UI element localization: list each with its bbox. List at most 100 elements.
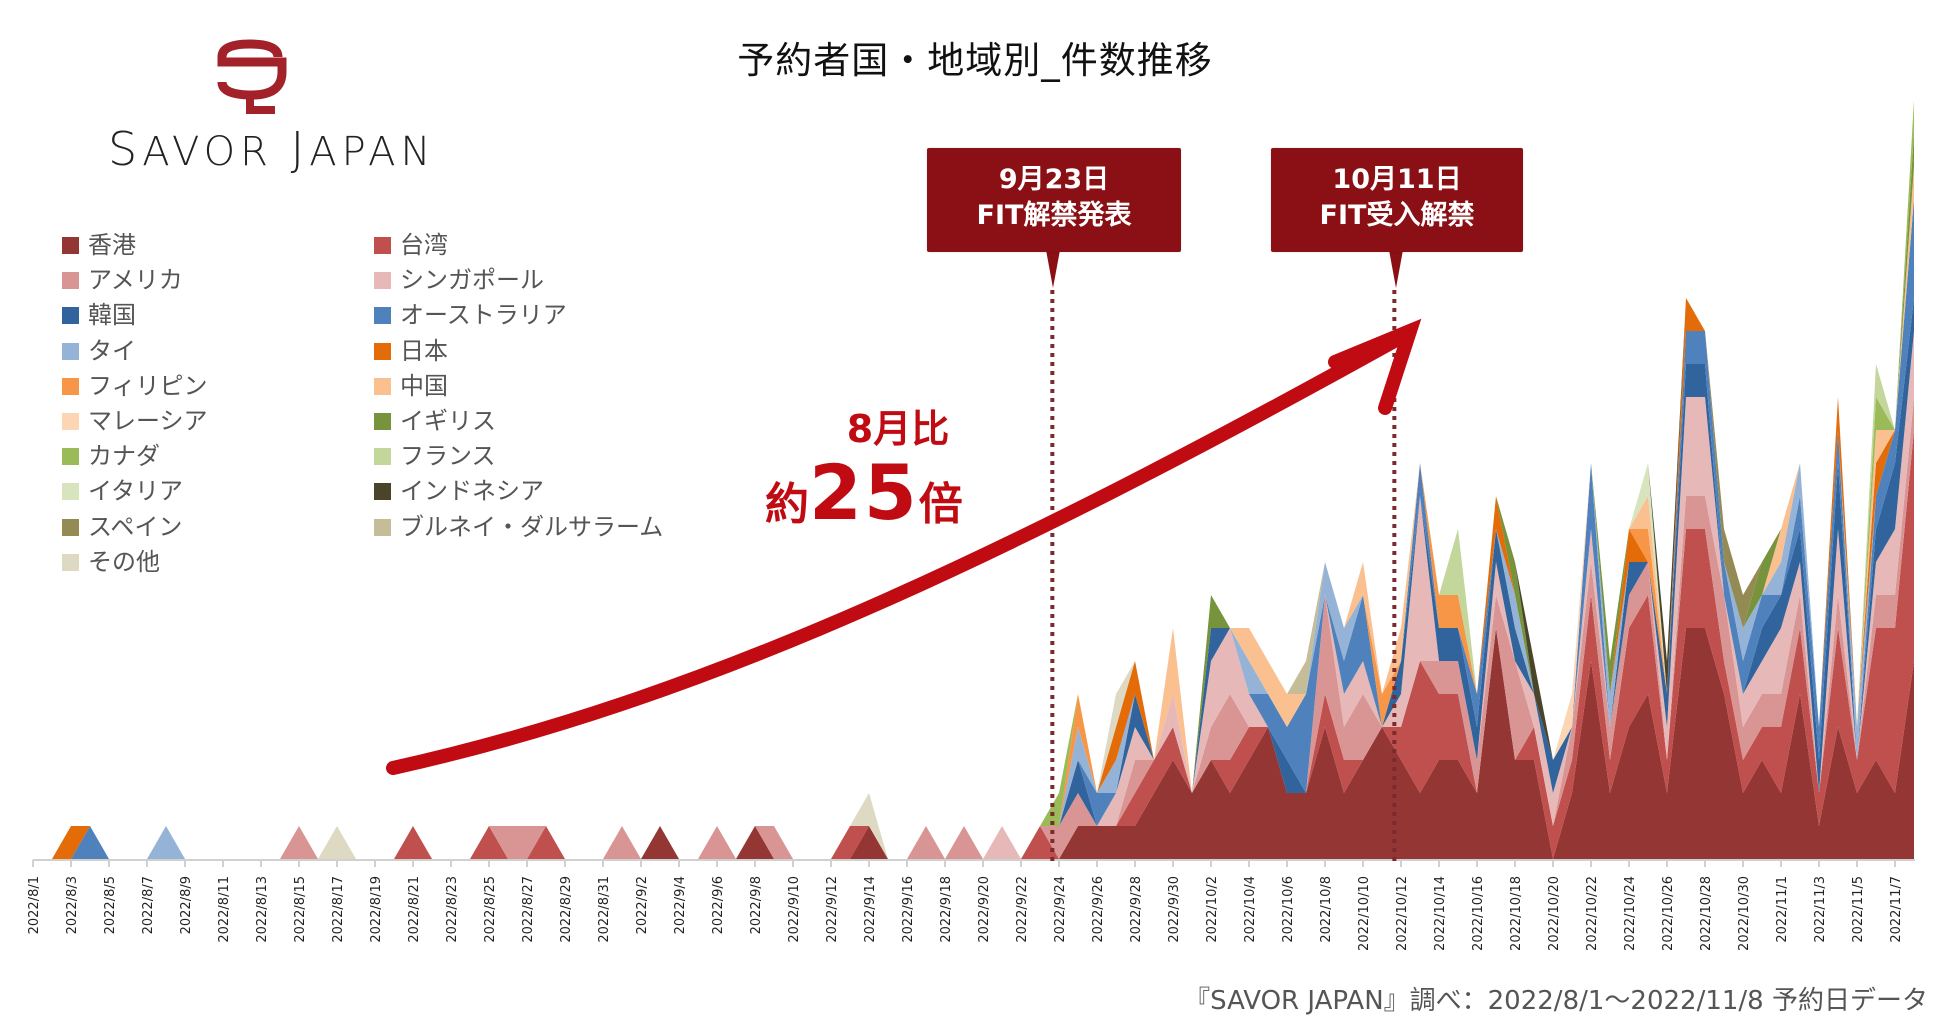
x-tick-label: 2022/8/23: [445, 876, 460, 943]
legend-label: オーストラリア: [400, 301, 567, 330]
legend-label: 台湾: [400, 231, 448, 259]
growth-arrow-head: [1328, 318, 1422, 415]
x-tick-label: 2022/8/1: [27, 876, 42, 934]
x-tick-label: 2022/9/2: [635, 876, 650, 934]
x-tick-label: 2022/8/17: [331, 876, 346, 943]
ratio-suffix: 倍: [918, 479, 963, 530]
legend-item: インドネシア: [374, 474, 544, 508]
x-tick-label: 2022/10/22: [1585, 876, 1600, 951]
x-tick-label: 2022/9/10: [787, 876, 802, 943]
legend-swatch: [62, 237, 79, 254]
legend-label: インドネシア: [400, 477, 544, 506]
legend-label: シンガポール: [400, 266, 544, 295]
logo-word-apan: APAN: [309, 129, 436, 175]
legend-swatch: [374, 377, 391, 395]
legend-item: アメリカ: [62, 263, 183, 297]
legend-swatch: [62, 272, 79, 290]
x-tick-label: 2022/8/7: [141, 876, 156, 934]
legend-label: アメリカ: [88, 266, 183, 295]
x-tick-label: 2022/8/31: [597, 876, 612, 943]
legend-swatch: [374, 342, 391, 360]
legend-item: シンガポール: [374, 263, 544, 297]
legend-item: 台湾: [374, 228, 448, 262]
area-series-1: [33, 430, 1914, 859]
legend-item: イギリス: [374, 404, 496, 438]
callout-2-date: 10月11日: [1332, 164, 1462, 195]
x-tick-label: 2022/9/12: [825, 876, 840, 943]
x-tick-label: 2022/10/10: [1357, 876, 1372, 951]
legend-item: タイ: [62, 334, 136, 368]
x-tick-label: 2022/8/9: [179, 876, 194, 934]
legend-swatch: [374, 518, 391, 536]
legend-label: フィリピン: [88, 371, 208, 400]
x-tick-label: 2022/10/30: [1737, 876, 1752, 951]
x-tick-label: 2022/9/6: [711, 876, 726, 934]
legend-swatch: [62, 483, 79, 501]
ratio-prefix: 約: [765, 479, 809, 530]
x-tick-label: 2022/10/8: [1319, 876, 1334, 943]
x-tick-label: 2022/8/13: [255, 876, 270, 943]
x-tick-label: 2022/8/3: [65, 876, 80, 934]
x-tick-label: 2022/10/20: [1547, 876, 1562, 951]
logo-letter-s: S: [108, 122, 143, 176]
legend-swatch: [374, 413, 391, 430]
legend-swatch: [374, 272, 391, 290]
x-tick-label: 2022/11/7: [1889, 876, 1904, 943]
legend-item: スペイン: [62, 510, 182, 544]
legend-item: ブルネイ・ダルサラーム: [374, 510, 663, 544]
x-tick-label: 2022/8/27: [521, 876, 536, 943]
legend-item: その他: [62, 545, 160, 579]
x-tick-label: 2022/11/3: [1813, 876, 1828, 943]
legend-item: 中国: [374, 369, 448, 403]
x-tick-label: 2022/10/2: [1205, 876, 1220, 943]
legend-swatch: [374, 307, 391, 325]
logo-letter-j: J: [290, 122, 310, 176]
area-series-0: [33, 628, 1914, 859]
x-tick-label: 2022/8/19: [369, 876, 384, 943]
callout-fit-announcement: 9月23日 FIT解禁発表: [927, 148, 1181, 252]
x-tick-label: 2022/10/16: [1471, 876, 1486, 951]
x-tick-label: 2022/10/12: [1395, 876, 1410, 951]
x-tick-label: 2022/9/26: [1091, 876, 1106, 943]
legend-label: 中国: [400, 371, 448, 400]
x-tick-label: 2022/9/4: [673, 876, 688, 934]
legend-swatch: [62, 518, 79, 536]
legend-swatch: [62, 342, 79, 360]
savor-japan-logo-icon: [217, 39, 287, 114]
source-note: 『SAVOR JAPAN』調べ：2022/8/1～2022/11/8 予約日デー…: [1184, 986, 1928, 1016]
legend-label: 香港: [88, 231, 136, 259]
legend-item: カナダ: [62, 439, 160, 473]
legend-label: 韓国: [88, 301, 136, 330]
legend-label: カナダ: [88, 442, 160, 471]
growth-arrow-shaft: [386, 332, 1405, 775]
x-tick-label: 2022/10/6: [1281, 876, 1296, 943]
legend-swatch: [62, 553, 79, 571]
legend-item: 韓国: [62, 298, 136, 332]
legend-swatch: [374, 483, 391, 501]
x-tick-label: 2022/10/18: [1509, 876, 1524, 951]
legend-label: フランス: [400, 442, 496, 471]
x-tick-label: 2022/8/11: [217, 876, 232, 943]
legend-label: マレーシア: [88, 407, 208, 435]
legend-item: マレーシア: [62, 404, 208, 438]
x-tick-label: 2022/9/28: [1129, 876, 1144, 943]
x-tick-label: 2022/11/5: [1851, 876, 1866, 943]
x-tick-label: 2022/11/1: [1775, 876, 1790, 943]
legend-label: イギリス: [400, 407, 496, 435]
legend-label: 日本: [400, 336, 448, 365]
legend-item: 日本: [374, 334, 448, 368]
x-tick-label: 2022/9/22: [1015, 876, 1030, 943]
x-tick-label: 2022/10/26: [1661, 876, 1676, 951]
callout-1-text: FIT解禁発表: [976, 200, 1132, 231]
legend-swatch: [62, 413, 79, 430]
x-tick-label: 2022/10/14: [1433, 876, 1448, 951]
callout-fit-reopening: 10月11日 FIT受入解禁: [1271, 148, 1523, 252]
chart-title: 予約者国・地域別_件数推移: [737, 39, 1213, 82]
x-tick-label: 2022/9/8: [749, 876, 764, 934]
x-tick-label: 2022/10/4: [1243, 876, 1258, 943]
x-tick-label: 2022/8/25: [483, 876, 498, 943]
x-tick-label: 2022/8/15: [293, 876, 308, 943]
logo-word-avor: AVOR: [142, 129, 273, 175]
legend-item: 香港: [62, 228, 136, 262]
legend-label: ブルネイ・ダルサラーム: [400, 512, 664, 541]
